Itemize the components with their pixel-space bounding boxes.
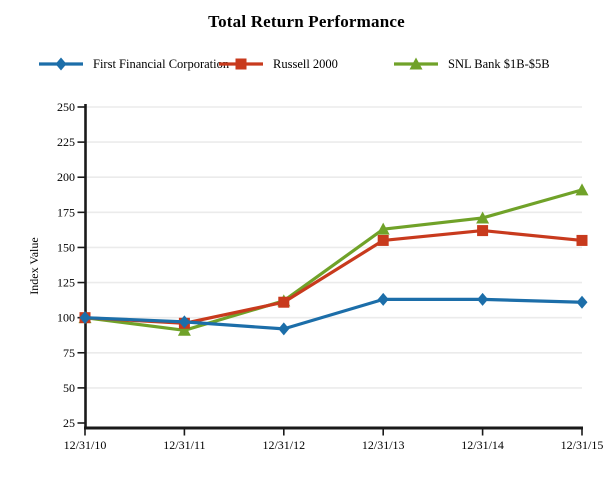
triangle-marker-icon — [575, 183, 589, 196]
y-tick-label: 75 — [63, 346, 75, 360]
x-tick-label: 12/31/11 — [163, 438, 205, 452]
y-axis-ticks: 25 50 75 100 125 150 175 200 225 250 — [57, 100, 85, 430]
y-tick-label: 200 — [57, 170, 75, 184]
x-tick-label: 12/31/15 — [561, 438, 604, 452]
legend-item-first-financial: First Financial Corporation — [38, 55, 229, 73]
y-tick-label: 125 — [57, 276, 75, 290]
diamond-marker-icon — [39, 57, 83, 71]
series-line-2 — [84, 188, 583, 332]
series-line-0 — [84, 297, 583, 331]
diamond-marker-icon — [178, 315, 190, 329]
diamond-marker-icon — [278, 322, 290, 336]
diamond-marker-icon — [576, 295, 588, 309]
y-tick-label: 250 — [57, 100, 75, 114]
y-axis-title: Index Value — [27, 237, 41, 294]
y-tick-label: 175 — [57, 205, 75, 219]
x-tick-label: 12/31/12 — [262, 438, 305, 452]
square-marker-icon — [278, 296, 290, 308]
triangle-marker-icon — [177, 323, 191, 336]
y-tick-label: 25 — [63, 416, 75, 430]
square-marker-icon — [576, 234, 588, 246]
diamond-marker-icon — [377, 292, 389, 306]
y-tick-label: 100 — [57, 311, 75, 325]
legend-item-snl-bank: SNL Bank $1B-$5B — [393, 55, 550, 73]
square-marker-icon — [477, 225, 489, 237]
triangle-marker-icon — [394, 57, 438, 70]
square-marker-icon — [219, 58, 263, 70]
diamond-marker-icon — [79, 311, 91, 325]
legend-label: SNL Bank $1B-$5B — [448, 56, 550, 71]
y-tick-label: 150 — [57, 240, 75, 254]
x-tick-label: 12/31/10 — [64, 438, 107, 452]
series-line-1 — [84, 228, 583, 325]
legend-label: First Financial Corporation — [93, 56, 230, 71]
triangle-marker-icon — [476, 211, 490, 224]
diamond-marker-icon — [477, 292, 489, 306]
x-tick-label: 12/31/13 — [362, 438, 405, 452]
square-marker-icon — [377, 234, 389, 246]
series-0 — [79, 292, 588, 336]
series-2 — [78, 183, 589, 336]
x-axis-ticks: 12/31/10 12/31/11 12/31/12 12/31/13 12/31/14… — [64, 429, 604, 452]
legend-item-russell-2000: Russell 2000 — [218, 55, 338, 73]
legend-label: Russell 2000 — [273, 56, 338, 71]
y-tick-label: 225 — [57, 135, 75, 149]
y-gridlines — [86, 106, 582, 389]
x-tick-label: 12/31/14 — [461, 438, 504, 452]
triangle-marker-icon — [409, 57, 423, 70]
triangle-marker-icon — [376, 222, 390, 235]
y-tick-label: 50 — [63, 381, 75, 395]
square-marker-icon — [235, 58, 247, 70]
diamond-marker-icon — [55, 57, 67, 71]
chart-title: Total Return Performance — [208, 12, 405, 31]
